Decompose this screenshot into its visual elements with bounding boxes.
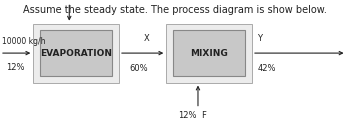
Text: II: II: [206, 0, 212, 2]
Text: I: I: [122, 0, 125, 2]
Text: Assume the steady state. The process diagram is show below.: Assume the steady state. The process dia…: [23, 5, 327, 15]
Text: 10000 kg/h: 10000 kg/h: [2, 37, 45, 46]
Text: MIXING: MIXING: [190, 49, 228, 58]
Text: EVAPORATION: EVAPORATION: [40, 49, 112, 58]
Text: 42%: 42%: [257, 64, 276, 73]
Text: 12%: 12%: [7, 63, 25, 72]
Text: F: F: [202, 111, 206, 118]
Text: Y: Y: [257, 34, 262, 43]
Bar: [33, 24, 119, 83]
Text: 12%: 12%: [178, 111, 196, 118]
Bar: [40, 30, 112, 76]
Text: 60%: 60%: [130, 64, 148, 73]
Bar: [166, 24, 252, 83]
Bar: [173, 30, 245, 76]
Text: X: X: [143, 34, 149, 43]
Text: W: W: [59, 0, 68, 2]
